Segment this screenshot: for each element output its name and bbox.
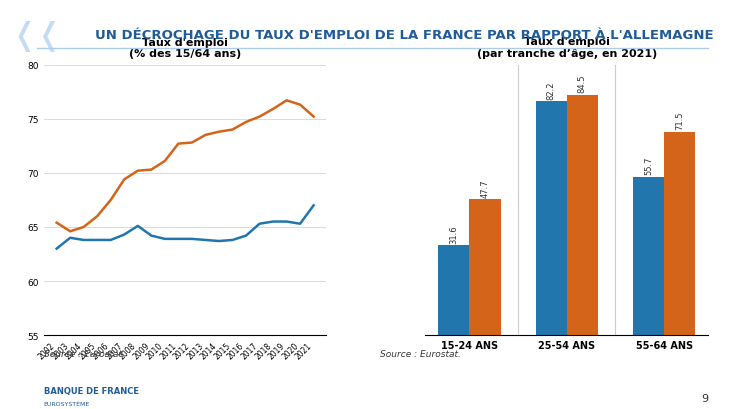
Bar [536, 102, 566, 335]
Text: 84.5: 84.5 [578, 74, 587, 93]
Bar [566, 95, 598, 335]
Text: 71.5: 71.5 [675, 112, 684, 130]
Text: 31.6: 31.6 [450, 225, 458, 243]
Text: Source : Eurostat.: Source : Eurostat. [44, 349, 125, 358]
Bar [664, 132, 695, 335]
Text: 55.7: 55.7 [644, 156, 653, 175]
Text: 9: 9 [701, 393, 708, 403]
Text: ❬❬: ❬❬ [11, 20, 62, 52]
Text: 82.2: 82.2 [547, 81, 556, 99]
Text: EUROSYSTÈME: EUROSYSTÈME [44, 401, 90, 406]
Bar [438, 245, 469, 335]
Bar [469, 200, 501, 335]
Bar [633, 177, 664, 335]
Text: BANQUE DE FRANCE: BANQUE DE FRANCE [44, 386, 139, 395]
Title: Taux d'emploi
(% des 15/64 ans): Taux d'emploi (% des 15/64 ans) [129, 38, 242, 59]
Text: 47.7: 47.7 [480, 179, 490, 198]
Text: Source : Eurostat.: Source : Eurostat. [380, 349, 461, 358]
Text: UN DÉCROCHAGE DU TAUX D'EMPLOI DE LA FRANCE PAR RAPPORT À L'ALLEMAGNE: UN DÉCROCHAGE DU TAUX D'EMPLOI DE LA FRA… [95, 29, 713, 42]
Title: Taux d'emploi
(par tranche d’âge, en 2021): Taux d'emploi (par tranche d’âge, en 202… [477, 37, 657, 59]
